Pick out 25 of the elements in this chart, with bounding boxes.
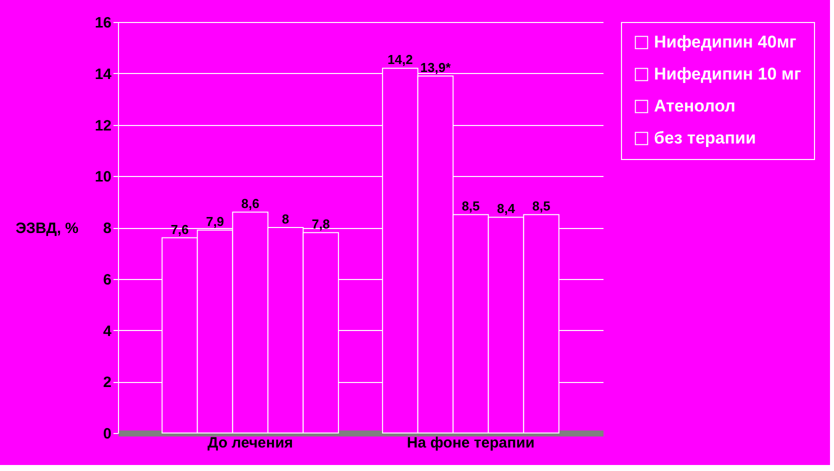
y-axis-title: ЭЗВД, % [16,220,78,237]
y-tick-label: 4 [103,322,112,340]
data-label: 8 [282,212,290,226]
data-label: 13,9* [420,60,452,75]
legend-label: Нифедипин 10 мг [654,64,802,84]
y-tick-label: 14 [94,66,112,83]
y-tick-label: 8 [103,220,112,237]
legend-label: Атенолол [654,96,736,116]
data-label: 14,2 [388,52,413,68]
data-label: 8,4 [496,201,516,216]
data-label: 7,8 [312,216,330,232]
data-label: 8,6 [241,196,260,212]
y-tick-label: 10 [94,168,112,186]
y-tick-label: 0 [103,426,112,442]
x-tick-label: До лечения [207,434,294,452]
data-label: 8,5 [532,198,550,214]
data-label: 8,5 [462,198,480,214]
x-tick-label: На фоне терапии [406,434,535,452]
legend-label: Нифедипин 40мг [654,32,796,52]
data-label: 7,9 [206,214,224,230]
y-tick-label: 6 [103,271,112,288]
y-tick-label: 12 [94,117,112,134]
legend-label: без терапии [654,128,756,148]
y-tick-label: 2 [103,374,112,392]
y-tick-label: 16 [94,14,112,32]
